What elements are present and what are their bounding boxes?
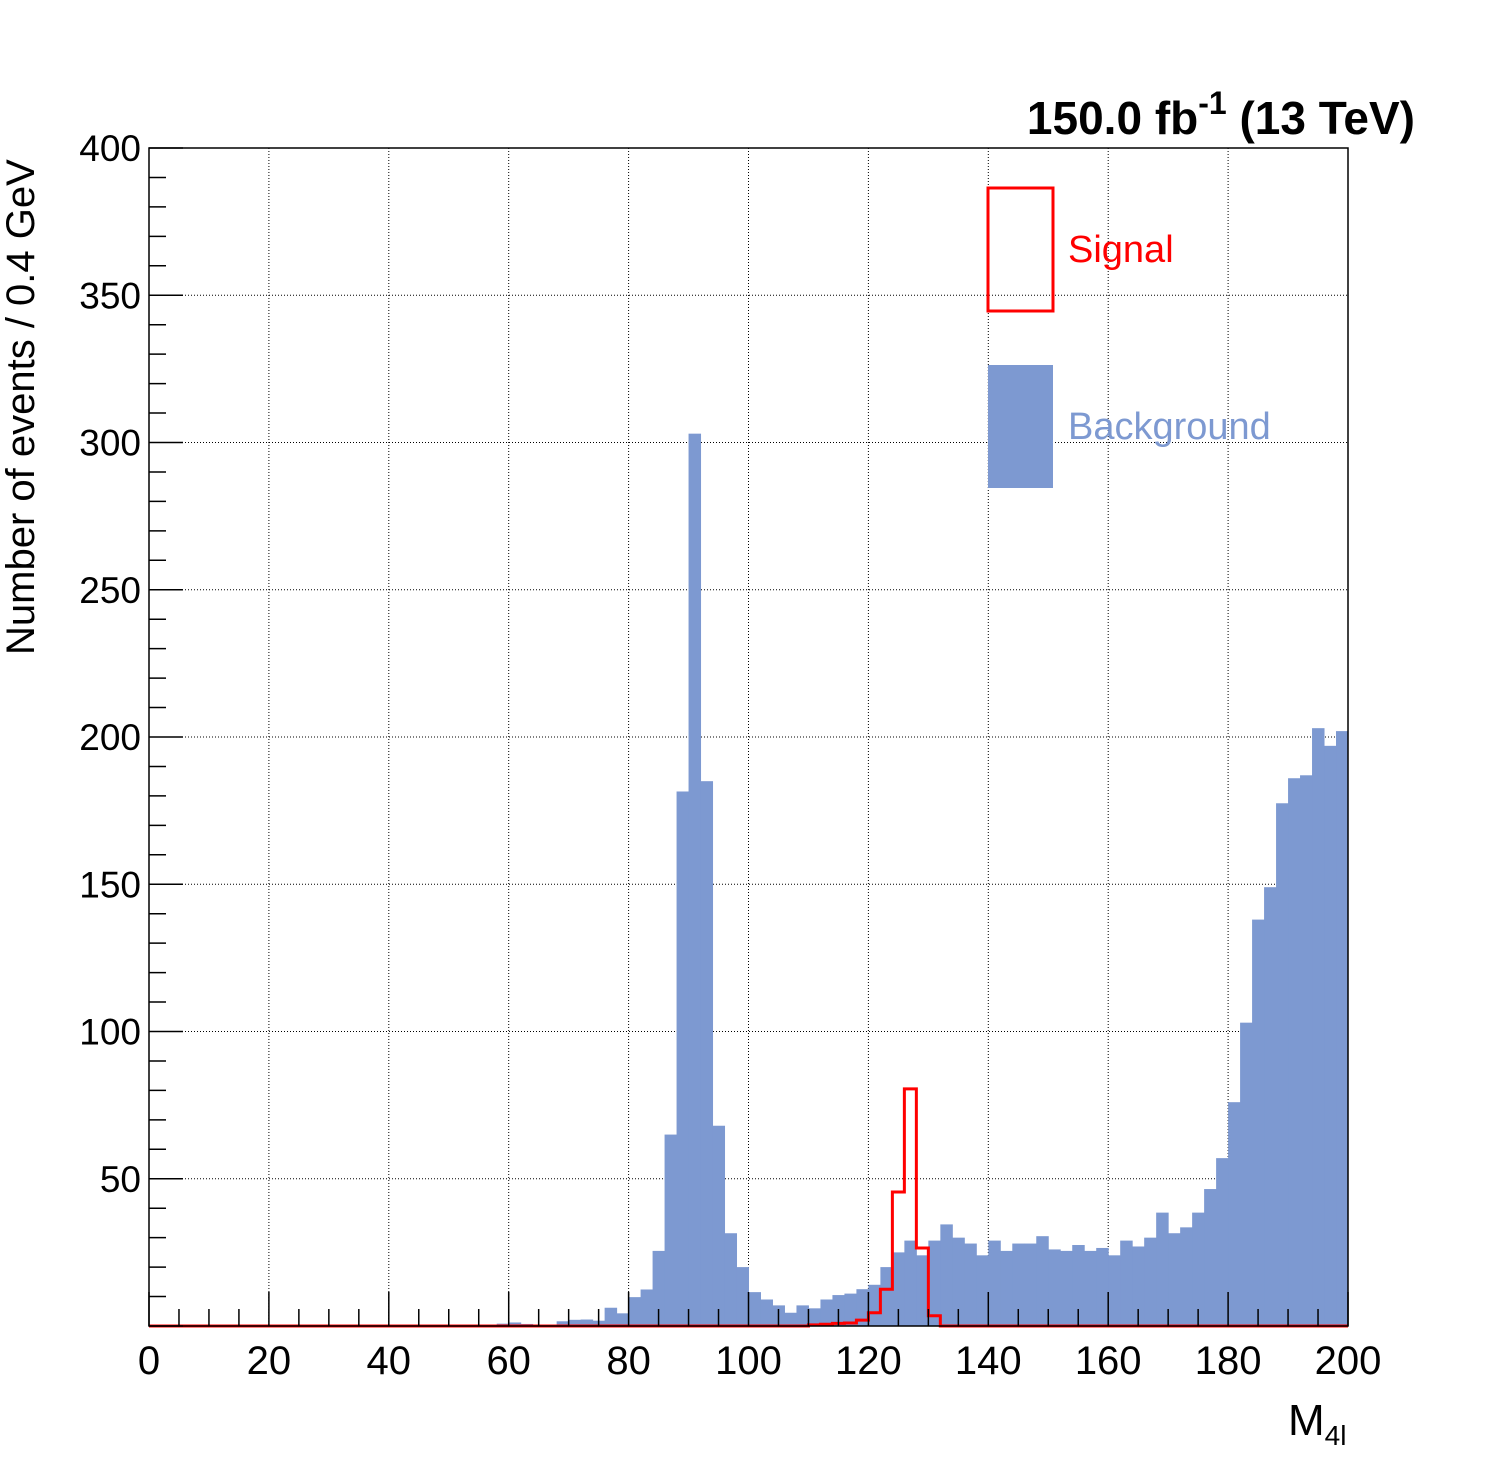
background-bar [1276,803,1289,1326]
background-bar [508,1322,522,1326]
x-axis-title: M4l [1288,1396,1346,1451]
background-bar [1156,1212,1169,1326]
y-tick-label: 250 [79,570,141,611]
background-bar [1324,745,1337,1326]
background-bar [604,1307,618,1326]
y-axis-title: Number of events / 0.4 GeV [0,159,43,655]
legend-background-swatch [988,365,1053,488]
background-bar [988,1240,1001,1326]
background-bar [1336,731,1349,1326]
x-tick-label: 20 [247,1339,292,1383]
background-bar [712,1125,726,1326]
y-tick-label: 300 [79,423,141,464]
x-tick-label: 120 [835,1339,902,1383]
background-bar [928,1240,941,1326]
grid-layer [149,148,1348,1326]
background-bar [1084,1250,1097,1326]
background-bar [1252,919,1265,1326]
background-bar [784,1312,797,1326]
background-bar [676,791,690,1326]
background-bar [868,1284,881,1326]
background-bar [820,1299,833,1326]
y-tick-label: 100 [79,1012,141,1053]
background-bar [1300,775,1313,1326]
background-bar [1168,1233,1181,1326]
background-bar [748,1292,761,1326]
x-tick-label: 80 [606,1339,651,1383]
x-tick-label: 40 [367,1339,412,1383]
x-tick-label: 160 [1075,1339,1142,1383]
background-bar [628,1297,642,1326]
x-tick-label: 60 [486,1339,531,1383]
background-bar [1108,1255,1121,1326]
background-bar [1048,1249,1061,1326]
y-tick-label: 50 [100,1159,141,1200]
background-bar [1144,1237,1157,1326]
x-tick-label: 140 [955,1339,1022,1383]
background-bar [1288,778,1301,1326]
tick-labels: 0 20 40 60 80 100 120 140 160 180 200 50 100 150 200 25… [79,128,1381,1383]
background-bar [808,1308,821,1326]
y-tick-label: 200 [79,717,141,758]
background-bar [616,1313,630,1326]
x-tick-label: 200 [1315,1339,1382,1383]
y-tick-label: 400 [79,128,141,169]
background-bar [1120,1240,1133,1326]
background-bar [964,1243,977,1326]
y-tick-label: 150 [79,864,141,905]
background-bar [892,1252,905,1326]
background-bar [568,1319,582,1326]
background-bar [1180,1227,1193,1326]
legend: Signal Background [986,186,1271,488]
luminosity-label: 150.0 fb-1 (13 TeV) [1027,85,1415,144]
background-bar [904,1240,917,1326]
background-bar [976,1255,989,1326]
background-bar [760,1299,773,1326]
background-bar [664,1134,678,1326]
background-bar [1228,1102,1241,1326]
legend-signal-label: Signal [1068,229,1174,271]
background-bar [1060,1250,1073,1326]
background-bar [796,1305,809,1326]
background-bar [1012,1243,1025,1326]
background-bar [844,1293,857,1326]
background-bar [652,1250,666,1326]
background-bar [1204,1189,1217,1326]
background-bar [556,1321,570,1326]
background-bar [1240,1022,1253,1326]
legend-background-label: Background [1068,406,1271,448]
background-bar [1000,1250,1013,1326]
background-bar [640,1289,654,1326]
background-bar [724,1233,738,1326]
background-bar [1072,1245,1085,1326]
background-histogram [460,433,1349,1326]
background-bar [1192,1212,1205,1326]
background-bar [688,433,702,1326]
background-bar [940,1224,953,1326]
background-bar [700,781,714,1326]
background-bar [952,1237,965,1326]
background-bar [856,1289,869,1326]
axis-ticks [148,147,1349,1327]
background-bar [1312,728,1325,1326]
background-bar [1132,1246,1145,1326]
background-bar [1264,887,1277,1326]
background-bar [916,1255,929,1326]
x-tick-label: 100 [715,1339,782,1383]
y-tick-label: 350 [79,275,141,316]
background-bar [736,1267,749,1326]
background-bar [1096,1247,1109,1326]
legend-signal-swatch [986,186,1055,313]
x-tick-label: 180 [1195,1339,1262,1383]
background-bar [1036,1236,1049,1326]
background-bar [1024,1243,1037,1326]
background-bar [1216,1158,1229,1326]
background-bar [580,1319,594,1326]
x-tick-label: 0 [138,1339,160,1383]
background-bar [880,1267,893,1326]
